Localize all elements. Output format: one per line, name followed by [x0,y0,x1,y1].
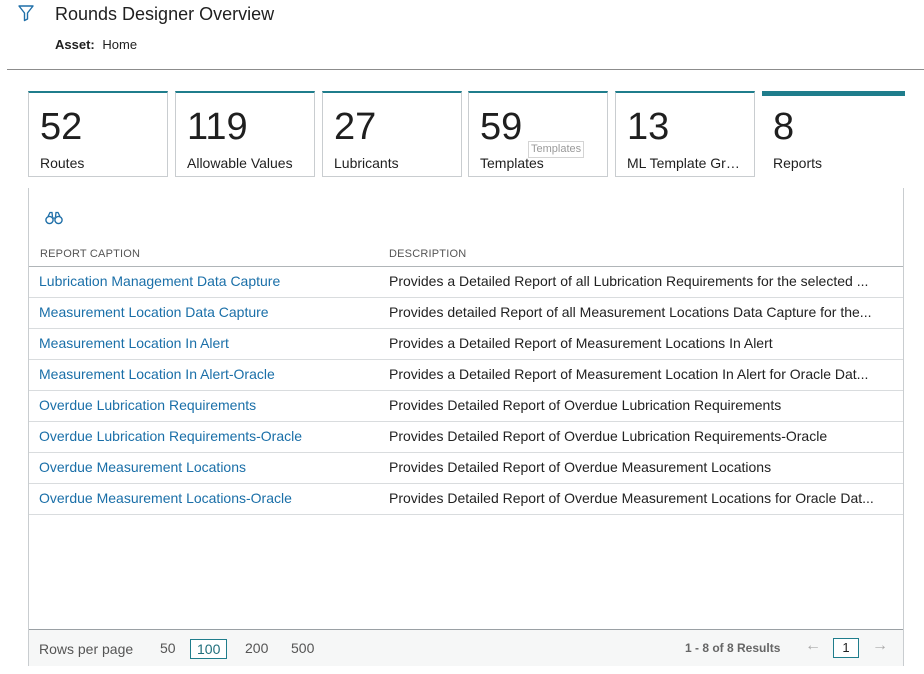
tile-templates[interactable]: 59 Templates [468,91,608,177]
tile-label: Reports [773,155,823,171]
table-row[interactable]: Overdue Lubrication Requirements Provide… [29,390,903,421]
table-row[interactable]: Measurement Location In Alert-Oracle Pro… [29,359,903,390]
report-caption-link[interactable]: Overdue Measurement Locations-Oracle [39,490,292,506]
tooltip: Templates [528,141,585,158]
tile-label: Routes [40,155,85,171]
report-description: Provides Detailed Report of Overdue Meas… [389,490,874,506]
report-description: Provides a Detailed Report of Measuremen… [389,366,869,382]
report-caption-link[interactable]: Measurement Location In Alert [39,335,229,351]
previous-page-arrow-icon[interactable]: ← [805,637,821,654]
table-row[interactable]: Overdue Measurement Locations-Oracle Pro… [29,483,903,515]
column-header-report-caption[interactable]: REPORT CAPTION [40,248,141,260]
report-caption-link[interactable]: Lubrication Management Data Capture [39,273,281,289]
page-title: Rounds Designer Overview [55,4,275,24]
table-row[interactable]: Lubrication Management Data Capture Prov… [29,266,903,297]
tile-label: ML Template Grou... [627,155,747,171]
report-description: Provides Detailed Report of Overdue Meas… [389,459,772,475]
report-description: Provides Detailed Report of Overdue Lubr… [389,397,782,413]
asset-value: Home [102,37,138,52]
rows-per-page-option-200[interactable]: 200 [245,640,269,656]
tile-reports[interactable]: 8 Reports [762,91,905,189]
asset-breadcrumb: Asset: Home [55,37,137,52]
report-caption-link[interactable]: Overdue Lubrication Requirements-Oracle [39,428,303,444]
results-count: 1 - 8 of 8 Results [685,641,781,655]
filter-icon[interactable] [17,4,35,22]
rows-per-page-option-100[interactable]: 100 [190,639,228,659]
reports-table-body: Lubrication Management Data Capture Prov… [29,266,903,515]
current-page-button[interactable]: 1 [833,638,859,658]
tile-allowable-values[interactable]: 119 Allowable Values [175,91,315,177]
tile-count: 119 [187,106,248,148]
tile-routes[interactable]: 52 Routes [28,91,168,177]
column-header-description[interactable]: DESCRIPTION [389,248,467,260]
rows-per-page-option-50[interactable]: 50 [160,640,176,656]
page-header: Rounds Designer Overview Asset: Home [0,0,924,70]
rows-per-page-label: Rows per page [39,641,134,657]
table-row[interactable]: Measurement Location In Alert Provides a… [29,328,903,359]
tile-ml-template-groups[interactable]: 13 ML Template Grou... [615,91,755,177]
report-description: Provides a Detailed Report of all Lubric… [389,273,869,289]
tile-lubricants[interactable]: 27 Lubricants [322,91,462,177]
asset-label: Asset: [55,37,95,52]
report-caption-link[interactable]: Measurement Location In Alert-Oracle [39,366,275,382]
table-row[interactable]: Overdue Lubrication Requirements-Oracle … [29,421,903,452]
pagination-footer: Rows per page 50 100 200 500 1 - 8 of 8 … [29,629,903,666]
tile-count: 8 [773,106,795,148]
report-description: Provides detailed Report of all Measurem… [389,304,872,320]
next-page-arrow-icon[interactable]: → [872,637,888,654]
report-description: Provides a Detailed Report of Measuremen… [389,335,773,351]
table-row[interactable]: Overdue Measurement Locations Provides D… [29,452,903,483]
header-divider [7,69,924,70]
table-row[interactable]: Measurement Location Data Capture Provid… [29,297,903,328]
tile-count: 13 [627,106,670,148]
tile-count: 27 [334,106,377,148]
report-caption-link[interactable]: Measurement Location Data Capture [39,304,269,320]
rows-per-page-option-500[interactable]: 500 [291,640,315,656]
report-description: Provides Detailed Report of Overdue Lubr… [389,428,828,444]
report-caption-link[interactable]: Overdue Measurement Locations [39,459,246,475]
tile-label: Lubricants [334,155,399,171]
tile-count: 52 [40,106,83,148]
reports-panel: REPORT CAPTION DESCRIPTION Lubrication M… [28,188,904,666]
tile-count: 59 [480,106,523,148]
binoculars-icon[interactable] [45,211,63,225]
summary-tiles: 52 Routes 119 Allowable Values 27 Lubric… [28,91,905,189]
tile-label: Allowable Values [187,155,293,171]
report-caption-link[interactable]: Overdue Lubrication Requirements [39,397,257,413]
